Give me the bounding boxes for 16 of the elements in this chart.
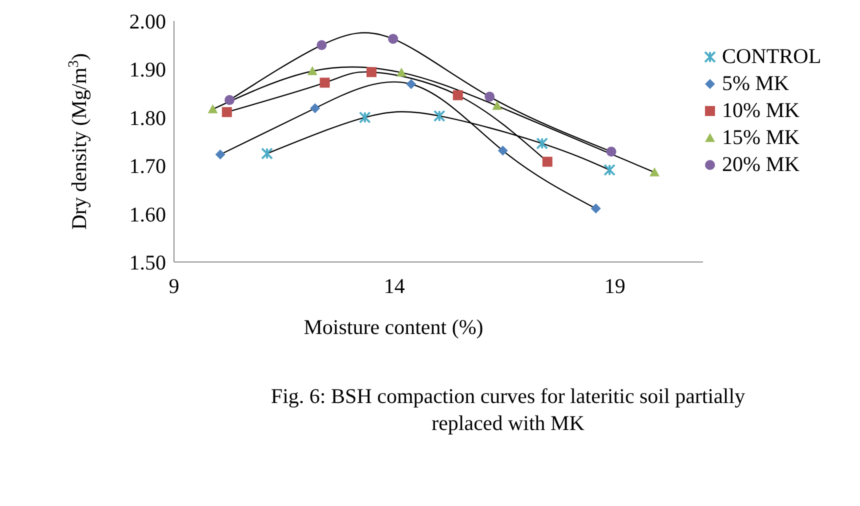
y-tick-label: 1.80 [129, 106, 166, 130]
legend-label: 20% MK [722, 151, 800, 178]
y-tick-label: 1.50 [129, 250, 166, 274]
y-tick-label: 1.70 [129, 154, 166, 178]
x-tick-label: 9 [168, 274, 180, 298]
legend-label: 5% MK [722, 70, 790, 97]
y-tick-label: 1.90 [129, 58, 166, 82]
y-tick-label: 1.60 [129, 202, 166, 226]
x-axis-title: Moisture content (%) [304, 315, 484, 339]
x-tick-label: 19 [604, 274, 626, 298]
caption: Fig. 6: BSH compaction curves for lateritic soil partially replaced with MK [270, 383, 746, 437]
x-tick-label: 14 [384, 274, 406, 298]
legend-label: CONTROL [722, 43, 822, 70]
legend-label: 10% MK [722, 97, 800, 124]
legend-label: 15% MK [722, 124, 800, 151]
y-tick-label: 2.00 [129, 9, 166, 34]
